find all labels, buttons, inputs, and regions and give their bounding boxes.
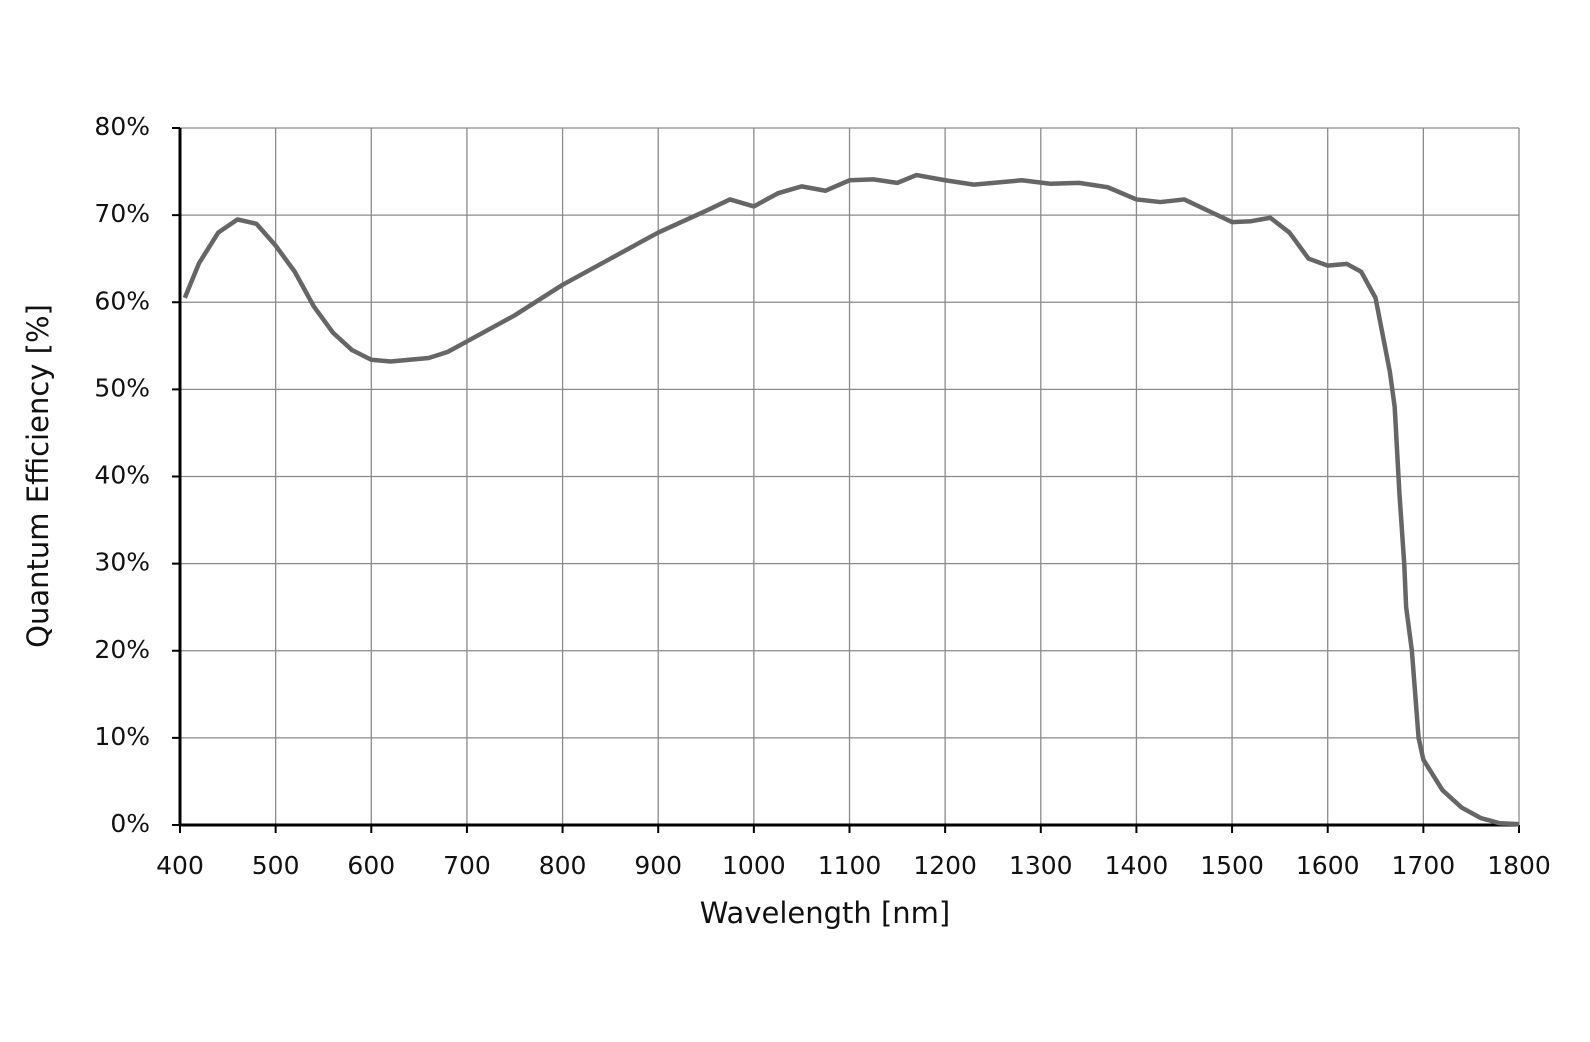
y-tick-label: 40% bbox=[94, 461, 150, 490]
y-tick-label: 50% bbox=[94, 373, 150, 402]
x-tick-label: 1600 bbox=[1296, 851, 1360, 880]
y-tick-label: 60% bbox=[94, 286, 150, 315]
x-tick-label: 1300 bbox=[1009, 851, 1073, 880]
x-tick-label: 1200 bbox=[913, 851, 977, 880]
x-tick-label: 1700 bbox=[1392, 851, 1456, 880]
x-tick-label: 1000 bbox=[722, 851, 786, 880]
x-tick-label: 900 bbox=[634, 851, 682, 880]
x-tick-label: 1100 bbox=[818, 851, 882, 880]
data-line bbox=[182, 172, 1520, 827]
x-tick-label: 1500 bbox=[1200, 851, 1264, 880]
x-axis-label: Wavelength [nm] bbox=[700, 896, 951, 930]
x-tick-label: 600 bbox=[347, 851, 395, 880]
x-tick-label: 1800 bbox=[1487, 851, 1551, 880]
x-tick-label: 500 bbox=[252, 851, 300, 880]
y-tick-label: 80% bbox=[94, 112, 150, 141]
y-tick-label: 70% bbox=[94, 199, 150, 228]
x-tick-label: 800 bbox=[539, 851, 587, 880]
y-tick-label: 0% bbox=[110, 809, 150, 838]
y-axis-label: Quantum Efficiency [%] bbox=[21, 304, 55, 648]
x-tick-label: 1400 bbox=[1105, 851, 1169, 880]
y-tick-label: 10% bbox=[94, 722, 150, 751]
y-tick-label: 30% bbox=[94, 548, 150, 577]
x-tick-label: 700 bbox=[443, 851, 491, 880]
x-tick-label: 400 bbox=[156, 851, 204, 880]
y-tick-label: 20% bbox=[94, 635, 150, 664]
